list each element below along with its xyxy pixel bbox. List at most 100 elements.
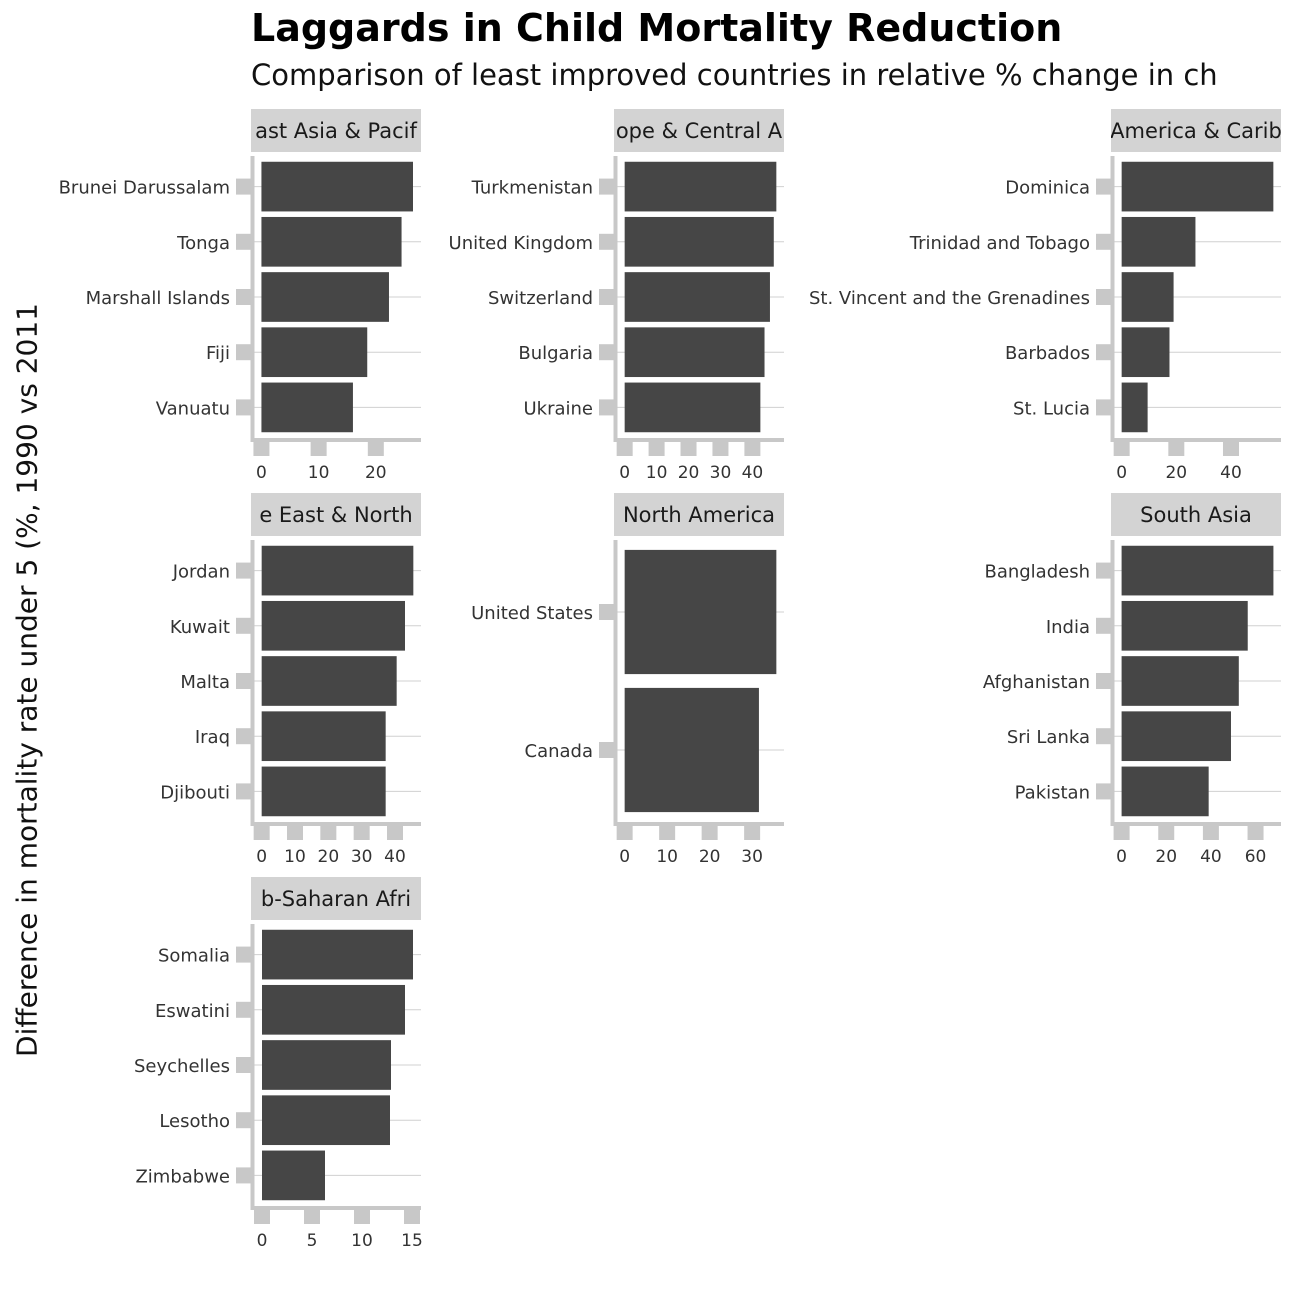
bar [261, 161, 413, 212]
y-tick-mark [236, 617, 251, 634]
y-tick-label: Barbados [1005, 343, 1090, 364]
y-tick-label: Turkmenistan [471, 178, 593, 199]
y-tick-mark [1096, 562, 1111, 579]
y-tick-mark [236, 344, 251, 361]
y-tick-mark [236, 673, 251, 689]
facet-strip-label: b-Saharan Afri [261, 887, 411, 911]
y-tick-mark [236, 783, 251, 800]
x-tick-mark [354, 1210, 370, 1224]
x-tick-mark [304, 1210, 320, 1224]
x-tick-label: 40 [1200, 847, 1222, 867]
y-tick-mark [236, 1167, 251, 1184]
bar [262, 984, 405, 1035]
x-tick-mark [1113, 826, 1130, 840]
x-tick-label: 60 [1245, 847, 1267, 867]
facet-panel: South Asia Bangladesh India Afghanistan Sri … [983, 493, 1281, 867]
x-tick-label: 20 [365, 463, 387, 483]
y-tick-mark [236, 1057, 251, 1073]
y-tick-mark [236, 289, 251, 305]
facet-strip-label: North America [623, 503, 775, 527]
x-tick-mark [712, 442, 729, 456]
x-tick-mark [287, 826, 303, 840]
bar [624, 382, 761, 433]
y-tick-label: Jordan [172, 562, 230, 583]
y-tick-label: United Kingdom [449, 233, 593, 254]
x-tick-label: 10 [646, 463, 668, 483]
y-tick-label: Pakistan [1015, 782, 1090, 803]
y-tick-label: Canada [525, 741, 594, 762]
bar [261, 545, 414, 596]
bar [1121, 161, 1274, 212]
bar [624, 327, 765, 378]
x-tick-mark [1202, 826, 1219, 840]
x-tick-label: 0 [619, 847, 630, 867]
y-tick-label: Sri Lanka [1007, 727, 1090, 748]
x-tick-label: 10 [351, 1231, 373, 1251]
x-tick-mark [701, 826, 718, 840]
facet-strip [251, 109, 421, 152]
x-tick-mark [253, 826, 270, 840]
facet-strip [251, 493, 421, 536]
bar [261, 272, 389, 322]
bar [1121, 272, 1174, 322]
facet-strip-label: South Asia [1140, 503, 1252, 527]
x-tick-label: 40 [742, 463, 764, 483]
facet-panel: North America United States Canada 0 10 20 30 [471, 493, 784, 867]
y-tick-mark [1096, 399, 1111, 416]
chart-subtitle: Comparison of least improved countries i… [251, 58, 1218, 92]
facet-strip-label: e East & North [259, 503, 412, 527]
y-tick-label: Bangladesh [984, 562, 1090, 583]
x-tick-label: 20 [318, 847, 340, 867]
facet-panel: America & Carib Dominica Trinidad and Toba… [809, 109, 1281, 483]
bar [1121, 766, 1209, 817]
x-tick-label: 10 [656, 847, 678, 867]
x-tick-label: 10 [308, 463, 330, 483]
y-tick-mark [236, 1112, 251, 1129]
y-tick-mark [599, 604, 614, 620]
x-tick-label: 5 [307, 1231, 318, 1251]
facet-strip [1111, 493, 1281, 536]
y-tick-mark [599, 742, 614, 758]
bar [1121, 656, 1239, 706]
facet-strip [251, 877, 421, 920]
x-tick-mark [310, 442, 327, 456]
facet-panel: ope & Central A Turkmenistan United Kingdo… [449, 109, 784, 483]
x-tick-label: 0 [256, 463, 267, 483]
y-tick-mark [1096, 673, 1111, 689]
y-tick-mark [236, 1001, 251, 1018]
y-tick-label: St. Vincent and the Grenadines [809, 288, 1090, 309]
y-tick-mark [236, 562, 251, 579]
facet-strip [1111, 109, 1281, 152]
x-tick-mark [1113, 442, 1130, 456]
bar [1121, 545, 1274, 596]
bar [262, 1095, 390, 1146]
bar [624, 687, 759, 813]
y-tick-label: Trinidad and Tobago [909, 233, 1090, 254]
y-tick-label: Vanuatu [156, 398, 230, 419]
y-tick-label: Afghanistan [983, 672, 1090, 693]
facet-panel: b-Saharan Afri Somalia Eswatini Seychelles L… [134, 877, 423, 1251]
bar [262, 929, 413, 980]
y-tick-label: Marshall Islands [86, 288, 230, 309]
y-tick-label: Fiji [206, 343, 230, 364]
y-tick-mark [1096, 344, 1111, 361]
y-tick-label: Switzerland [488, 288, 593, 309]
facet-strip [614, 493, 784, 536]
y-tick-label: Tonga [176, 233, 230, 254]
y-tick-label: Lesotho [159, 1111, 230, 1132]
x-tick-label: 0 [1116, 847, 1127, 867]
x-tick-mark [616, 442, 633, 456]
bar [1121, 711, 1231, 762]
bar [1121, 382, 1148, 433]
x-tick-label: 20 [699, 847, 721, 867]
y-tick-label: United States [471, 603, 593, 624]
y-tick-mark [236, 728, 251, 745]
bar [624, 549, 777, 675]
facet-panel: e East & North Jordan Kuwait Malta Iraq Djibo… [160, 493, 421, 867]
x-tick-mark [1222, 442, 1239, 456]
y-tick-mark [599, 344, 614, 361]
bar [1121, 327, 1170, 378]
y-tick-mark [1096, 617, 1111, 634]
x-tick-label: 20 [1165, 463, 1187, 483]
x-tick-label: 30 [710, 463, 732, 483]
